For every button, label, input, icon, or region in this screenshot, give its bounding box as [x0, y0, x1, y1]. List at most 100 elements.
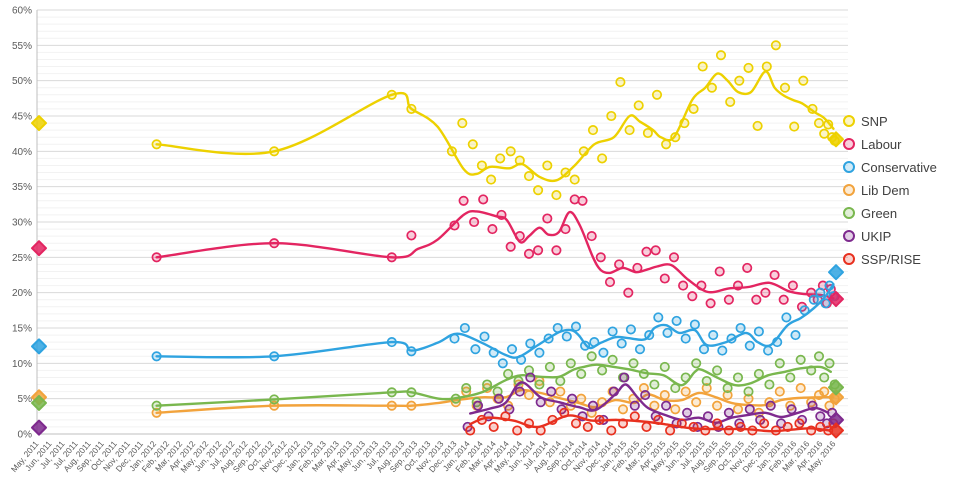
labour-poll-point [714, 266, 725, 277]
snp-poll-point [533, 185, 544, 196]
snp-poll-point [606, 110, 617, 122]
lib-dem-poll-point [680, 386, 691, 397]
snp-poll-point [770, 40, 781, 51]
labour-poll-point [487, 224, 498, 235]
green-poll-point [565, 358, 576, 369]
labour-poll-point [641, 246, 652, 257]
lib-dem-2016-result-diamond [828, 389, 844, 406]
ukip-legend-marker-icon [843, 230, 855, 242]
conservative-poll-point [479, 331, 490, 342]
snp-2011-result-diamond [31, 115, 47, 132]
ssp-rise-poll-point [688, 421, 699, 432]
labour-poll-point [551, 245, 562, 256]
series-conservative [151, 280, 839, 369]
snp-poll-point [476, 160, 487, 171]
lib-dem-poll-point [732, 404, 744, 415]
labour-poll-point [778, 294, 789, 305]
conservative-poll-point [634, 344, 646, 355]
snp-poll-point [734, 75, 745, 86]
y-tick-label: 20% [12, 288, 32, 299]
labour-poll-point [406, 230, 417, 241]
ukip-poll-point [815, 411, 826, 422]
labour-poll-point [678, 280, 689, 291]
ssp-rise-poll-point [629, 411, 640, 422]
y-tick-label: 25% [12, 253, 32, 264]
labour-poll-point [723, 294, 734, 305]
green-poll-point [576, 368, 587, 379]
conservative-2011-result-diamond [31, 338, 47, 355]
green-poll-point [764, 379, 775, 390]
green-poll-point [492, 386, 503, 397]
y-tick-label: 35% [12, 182, 32, 193]
legend-label-snp: SNP [861, 113, 888, 129]
snp-poll-point [642, 127, 653, 139]
green-2016-result-diamond [828, 379, 844, 396]
lib-dem-poll-point [701, 383, 712, 394]
ukip-poll-point [661, 400, 672, 411]
snp-poll-point [457, 118, 468, 129]
legend-item-labour: Labour [843, 135, 937, 153]
ukip-trend-line [469, 381, 830, 424]
ssp-rise-poll-point [570, 418, 582, 429]
green-poll-point [701, 375, 712, 387]
green-poll-point [659, 361, 670, 372]
green-poll-point [544, 361, 555, 372]
ukip-poll-point [567, 393, 578, 404]
ukip-poll-point [786, 404, 797, 415]
green-poll-point [722, 383, 733, 394]
ssp-rise-2016-result-diamond [828, 422, 844, 439]
snp-poll-point [551, 190, 562, 201]
conservative-poll-point [753, 326, 764, 337]
series-ukip [462, 372, 838, 432]
conservative-poll-point [680, 333, 691, 344]
labour-poll-point [604, 277, 616, 288]
conservative-poll-point [790, 330, 801, 341]
conservative-poll-point [607, 326, 618, 337]
snp-poll-point [597, 153, 608, 164]
conservative-trend-line [155, 283, 835, 359]
green-trend-line [155, 363, 832, 407]
green-poll-point [712, 365, 723, 376]
labour-poll-point [787, 280, 798, 291]
ssp-rise-poll-point [488, 421, 499, 432]
ssp-rise-poll-point [606, 425, 617, 436]
snp-poll-point [798, 75, 809, 86]
snp-poll-point [813, 118, 825, 129]
conservative-poll-point [459, 322, 470, 334]
y-tick-label: 45% [12, 112, 32, 123]
snp-2016-result-diamond [828, 131, 844, 148]
conservative-poll-point [534, 347, 545, 358]
y-tick-label: 55% [12, 41, 32, 52]
lib-dem-poll-point [774, 386, 785, 397]
labour-poll-point [595, 252, 606, 263]
series-snp [151, 40, 840, 201]
ssp-rise-poll-point [582, 421, 593, 432]
y-axis-tick-labels: 0% 5% 10% 15% 20% 25% 30% 35% 40% 45% 50% 55% 60% [12, 6, 32, 441]
y-tick-label: 50% [12, 76, 32, 87]
lib-dem-poll-point [555, 386, 566, 397]
lib-dem-legend-marker-icon [843, 184, 855, 196]
green-poll-point [774, 358, 785, 369]
conservative-poll-point [662, 327, 673, 338]
legend-label-conservative: Conservative [861, 159, 937, 175]
lib-dem-poll-point [691, 397, 702, 408]
ssp-rise-poll-point [723, 425, 734, 436]
lib-dem-poll-point [743, 393, 754, 404]
lib-dem-poll-point [795, 383, 806, 394]
snp-poll-point [633, 100, 644, 111]
ssp-rise-poll-point [712, 418, 723, 429]
green-poll-point [824, 358, 835, 369]
green-poll-point [586, 351, 597, 362]
snp-poll-point [615, 77, 626, 88]
conservative-poll-point [815, 287, 826, 298]
conservative-poll-point [525, 338, 536, 349]
labour-poll-point [623, 287, 634, 298]
snp-poll-point [587, 125, 599, 136]
ssp-rise-poll-point [759, 418, 770, 429]
labour-poll-point [687, 291, 698, 302]
green-legend-marker-icon [843, 207, 855, 219]
conservative-poll-point [708, 330, 719, 341]
green-poll-point [819, 372, 830, 383]
